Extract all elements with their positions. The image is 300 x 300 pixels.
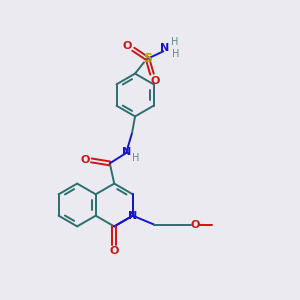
Text: H: H xyxy=(172,38,179,47)
Text: O: O xyxy=(110,246,119,256)
Text: O: O xyxy=(150,76,160,86)
Text: N: N xyxy=(160,44,170,53)
Text: N: N xyxy=(122,147,131,157)
Text: O: O xyxy=(80,155,89,165)
Text: S: S xyxy=(143,52,152,65)
Text: H: H xyxy=(132,153,139,163)
Text: N: N xyxy=(128,211,137,221)
Text: O: O xyxy=(190,220,200,230)
Text: H: H xyxy=(172,49,180,59)
Text: O: O xyxy=(123,41,132,51)
